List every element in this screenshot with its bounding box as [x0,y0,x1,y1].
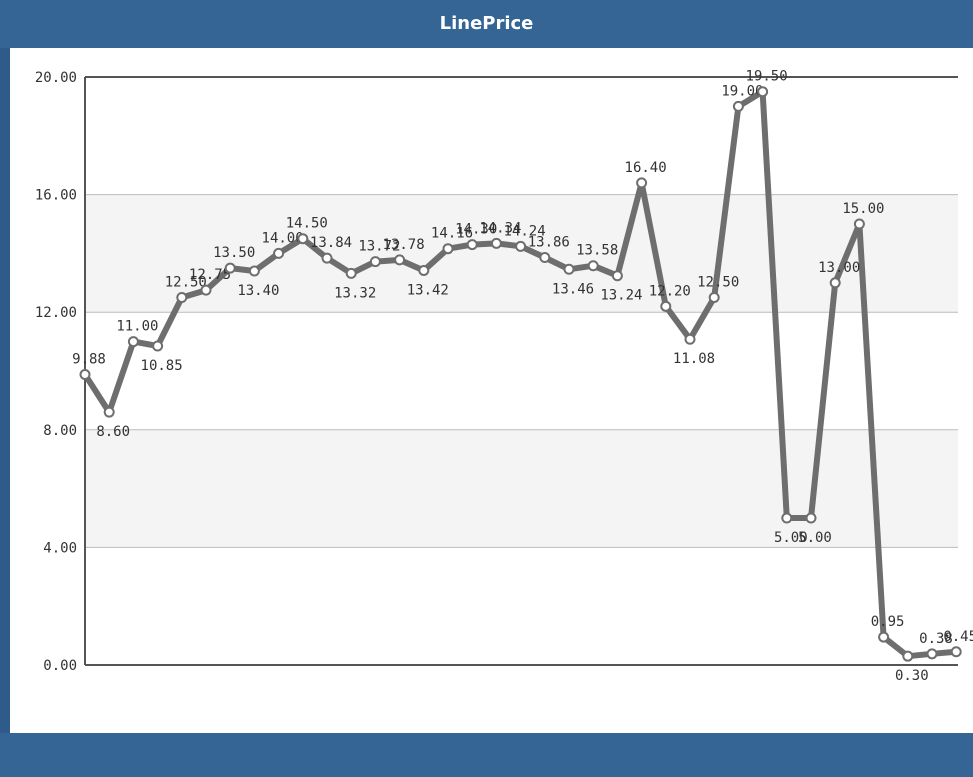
data-point [103,406,115,418]
data-point [587,260,599,272]
y-tick-label: 0.00 [43,658,77,674]
data-label: 19.00 [721,83,763,99]
data-point [902,650,914,662]
footer-bar [0,733,973,777]
data-point [926,648,938,660]
data-point [563,263,575,275]
data-label: 14.24 [504,223,546,239]
data-point [539,252,551,264]
data-point [176,292,188,303]
title-bar: LinePrice [0,0,973,48]
data-label: 11.00 [116,319,158,335]
data-point [297,233,309,245]
data-point [200,284,212,296]
data-label: 14.00 [262,230,304,246]
grid-band [85,547,958,665]
data-point [79,369,91,381]
data-label: 13.24 [600,288,642,304]
data-point [127,336,139,348]
data-label: 13.78 [383,237,425,253]
data-label: 13.50 [213,245,255,261]
data-label: 16.40 [625,160,667,176]
y-tick-label: 12.00 [35,305,77,321]
data-label: 0.45 [943,629,973,645]
y-tick-label: 20.00 [35,70,77,86]
data-label: 12.20 [649,283,691,299]
data-point [757,86,769,98]
data-point [345,267,357,279]
data-label: 0.38 [919,631,953,647]
data-point [224,262,236,274]
y-tick-label: 8.00 [43,423,77,439]
data-point [829,277,841,289]
grid-band [85,312,958,430]
data-label: 19.50 [746,69,788,85]
data-point [611,270,623,282]
data-label: 13.40 [237,283,279,299]
grid-band [85,77,958,195]
data-label: 15.00 [842,201,884,217]
data-label: 13.46 [552,281,594,297]
y-tick-label: 16.00 [35,188,77,204]
data-point [805,512,817,524]
data-label: 12.50 [697,275,739,291]
data-point [442,243,454,255]
data-point [418,264,430,276]
data-label: 10.85 [141,358,183,374]
data-point [732,100,744,112]
data-point [515,240,527,252]
data-label: 8.60 [96,424,130,440]
data-label: 13.00 [818,260,860,276]
data-point [466,239,478,251]
data-label: 14.50 [286,216,328,232]
data-label: 13.42 [407,282,449,298]
data-point [950,646,962,658]
data-point [321,252,333,264]
data-label: 0.30 [895,668,929,684]
data-label: 11.08 [673,351,715,367]
data-label: 5.00 [798,530,832,546]
data-label: 13.86 [528,235,570,251]
data-point [708,292,720,303]
data-point [684,333,696,345]
data-label: 13.32 [334,285,376,301]
data-point [273,247,285,259]
data-label: 9.88 [72,352,106,368]
data-label: 0.95 [871,614,905,630]
data-point [394,254,406,266]
chart-title: LinePrice [439,13,534,34]
data-point [660,300,672,312]
data-label: 14.16 [431,226,473,242]
data-label: 13.72 [358,239,400,255]
data-point [490,237,502,249]
data-point [781,512,793,524]
data-point [369,256,381,268]
data-point [878,631,890,643]
data-label: 5.00 [774,530,808,546]
grid-band [85,194,958,313]
data-point [636,177,648,189]
data-point [853,218,865,230]
data-point [248,265,260,277]
y-tick-label: 4.00 [43,540,77,556]
data-label: 14.34 [479,220,521,236]
data-label: 12.50 [165,275,207,291]
data-label: 12.75 [189,267,231,283]
data-label: 13.58 [576,243,618,259]
data-label: 13.84 [310,235,352,251]
data-label: 14.30 [455,222,497,238]
data-point [152,340,164,352]
